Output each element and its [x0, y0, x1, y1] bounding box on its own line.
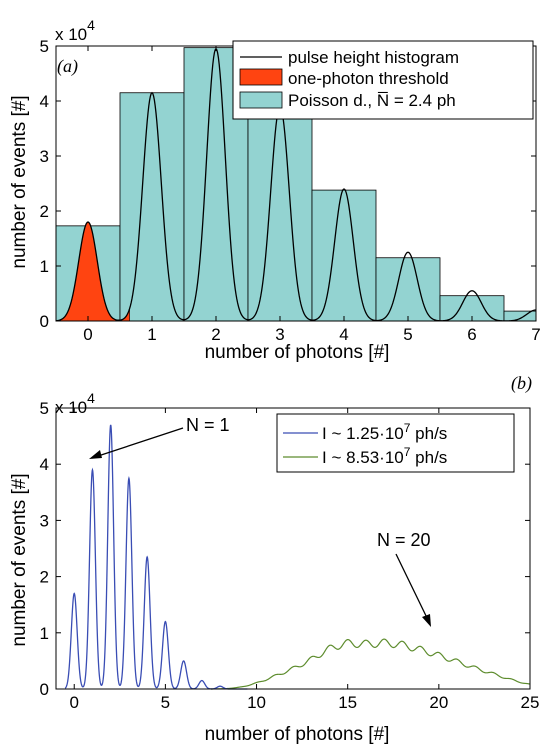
high-intensity-series-line [210, 638, 531, 690]
annotation-arrow-n1 [91, 427, 184, 459]
annotation-n20: N = 20 [377, 530, 431, 550]
panel-label-a: (a) [57, 56, 78, 77]
legend-label-histogram: pulse height histogram [288, 48, 459, 67]
y-ticks-b: 0 1 2 3 4 5 [40, 399, 530, 699]
a-x-tick-label: 4 [339, 325, 348, 344]
annotation-arrow-n20 [395, 553, 430, 623]
b-x-tick-label: 25 [521, 693, 540, 712]
plot-frame-b [55, 407, 531, 690]
b-y-tick-label: 3 [40, 511, 49, 530]
y-axis-label-a: number of events [#] [9, 95, 30, 268]
x-ticks-a: 0 1 2 3 4 5 6 7 [83, 46, 540, 344]
b-y-tick-label: 4 [40, 455, 49, 474]
legend-a: pulse height histogram one-photon thresh… [232, 40, 534, 120]
b-x-tick-label: 20 [429, 693, 448, 712]
a-y-tick-label: 5 [40, 37, 49, 56]
legend-box-a [232, 40, 534, 120]
a-y-tick-label: 1 [40, 257, 49, 276]
a-x-tick-label: 5 [403, 325, 412, 344]
legend-label-low: I ~ 1.25·107 ph/s [322, 421, 447, 443]
b-x-tick-label: 5 [161, 693, 170, 712]
a-x-tick-label: 1 [147, 325, 156, 344]
a-x-tick-label: 2 [211, 325, 220, 344]
b-y-tick-label: 1 [40, 624, 49, 643]
legend-b: I ~ 1.25·107 ph/s I ~ 8.53·107 ph/s [276, 413, 515, 473]
x-axis-label-b: number of photons [#] [205, 724, 390, 745]
b-x-tick-label: 0 [69, 693, 78, 712]
poisson-bar-4 [311, 189, 377, 322]
x-axis-label-a: number of photons [#] [205, 342, 390, 363]
b-y-tick-label: 2 [40, 568, 49, 587]
y-scale-factor-a: x 104 [55, 17, 95, 44]
poisson-bar-1 [119, 92, 185, 322]
poisson-bar-3 [247, 102, 313, 322]
poisson-bar-5 [375, 257, 441, 322]
x-ticks-b: 0 5 10 15 20 25 [69, 408, 539, 712]
panel-b-chart: 0 5 10 15 20 25 0 1 2 3 4 5 x 104 (b) number of ph… [9, 373, 539, 745]
pulse-height-histogram-line [55, 47, 537, 322]
legend-label-high: I ~ 8.53·107 ph/s [322, 445, 447, 467]
panel-label-b: (b) [511, 373, 532, 394]
legend-swatch-poisson [239, 91, 283, 109]
b-x-tick-label: 10 [247, 693, 266, 712]
legend-label-poisson: Poisson d., N̅ = 2.4 ph [288, 91, 456, 110]
a-y-tick-label: 4 [40, 92, 49, 111]
a-y-tick-label: 3 [40, 147, 49, 166]
y-axis-label-b: number of events [#] [9, 473, 30, 646]
b-x-tick-label: 15 [338, 693, 357, 712]
legend-box-b [276, 413, 515, 473]
a-x-tick-label: 6 [467, 325, 476, 344]
legend-swatch-threshold [239, 68, 283, 86]
legend-label-threshold: one-photon threshold [288, 69, 449, 88]
panel-a-chart: 0 1 2 3 4 5 6 7 0 1 2 3 4 5 x 104 (a) number of phot… [9, 17, 540, 363]
a-x-tick-label: 0 [83, 325, 92, 344]
a-y-tick-label: 0 [40, 312, 49, 331]
a-x-tick-label: 7 [531, 325, 540, 344]
a-x-tick-label: 3 [275, 325, 284, 344]
annotation-arrowhead-n1 [89, 450, 102, 459]
low-intensity-series-line [64, 424, 248, 690]
b-y-tick-label: 0 [40, 680, 49, 699]
poisson-bar-7 [503, 310, 537, 322]
b-y-tick-label: 5 [40, 399, 49, 418]
a-y-tick-label: 2 [40, 202, 49, 221]
annotation-arrowhead-n20 [422, 614, 431, 627]
y-scale-factor-b: x 104 [55, 390, 95, 417]
annotation-n1: N = 1 [186, 415, 230, 435]
